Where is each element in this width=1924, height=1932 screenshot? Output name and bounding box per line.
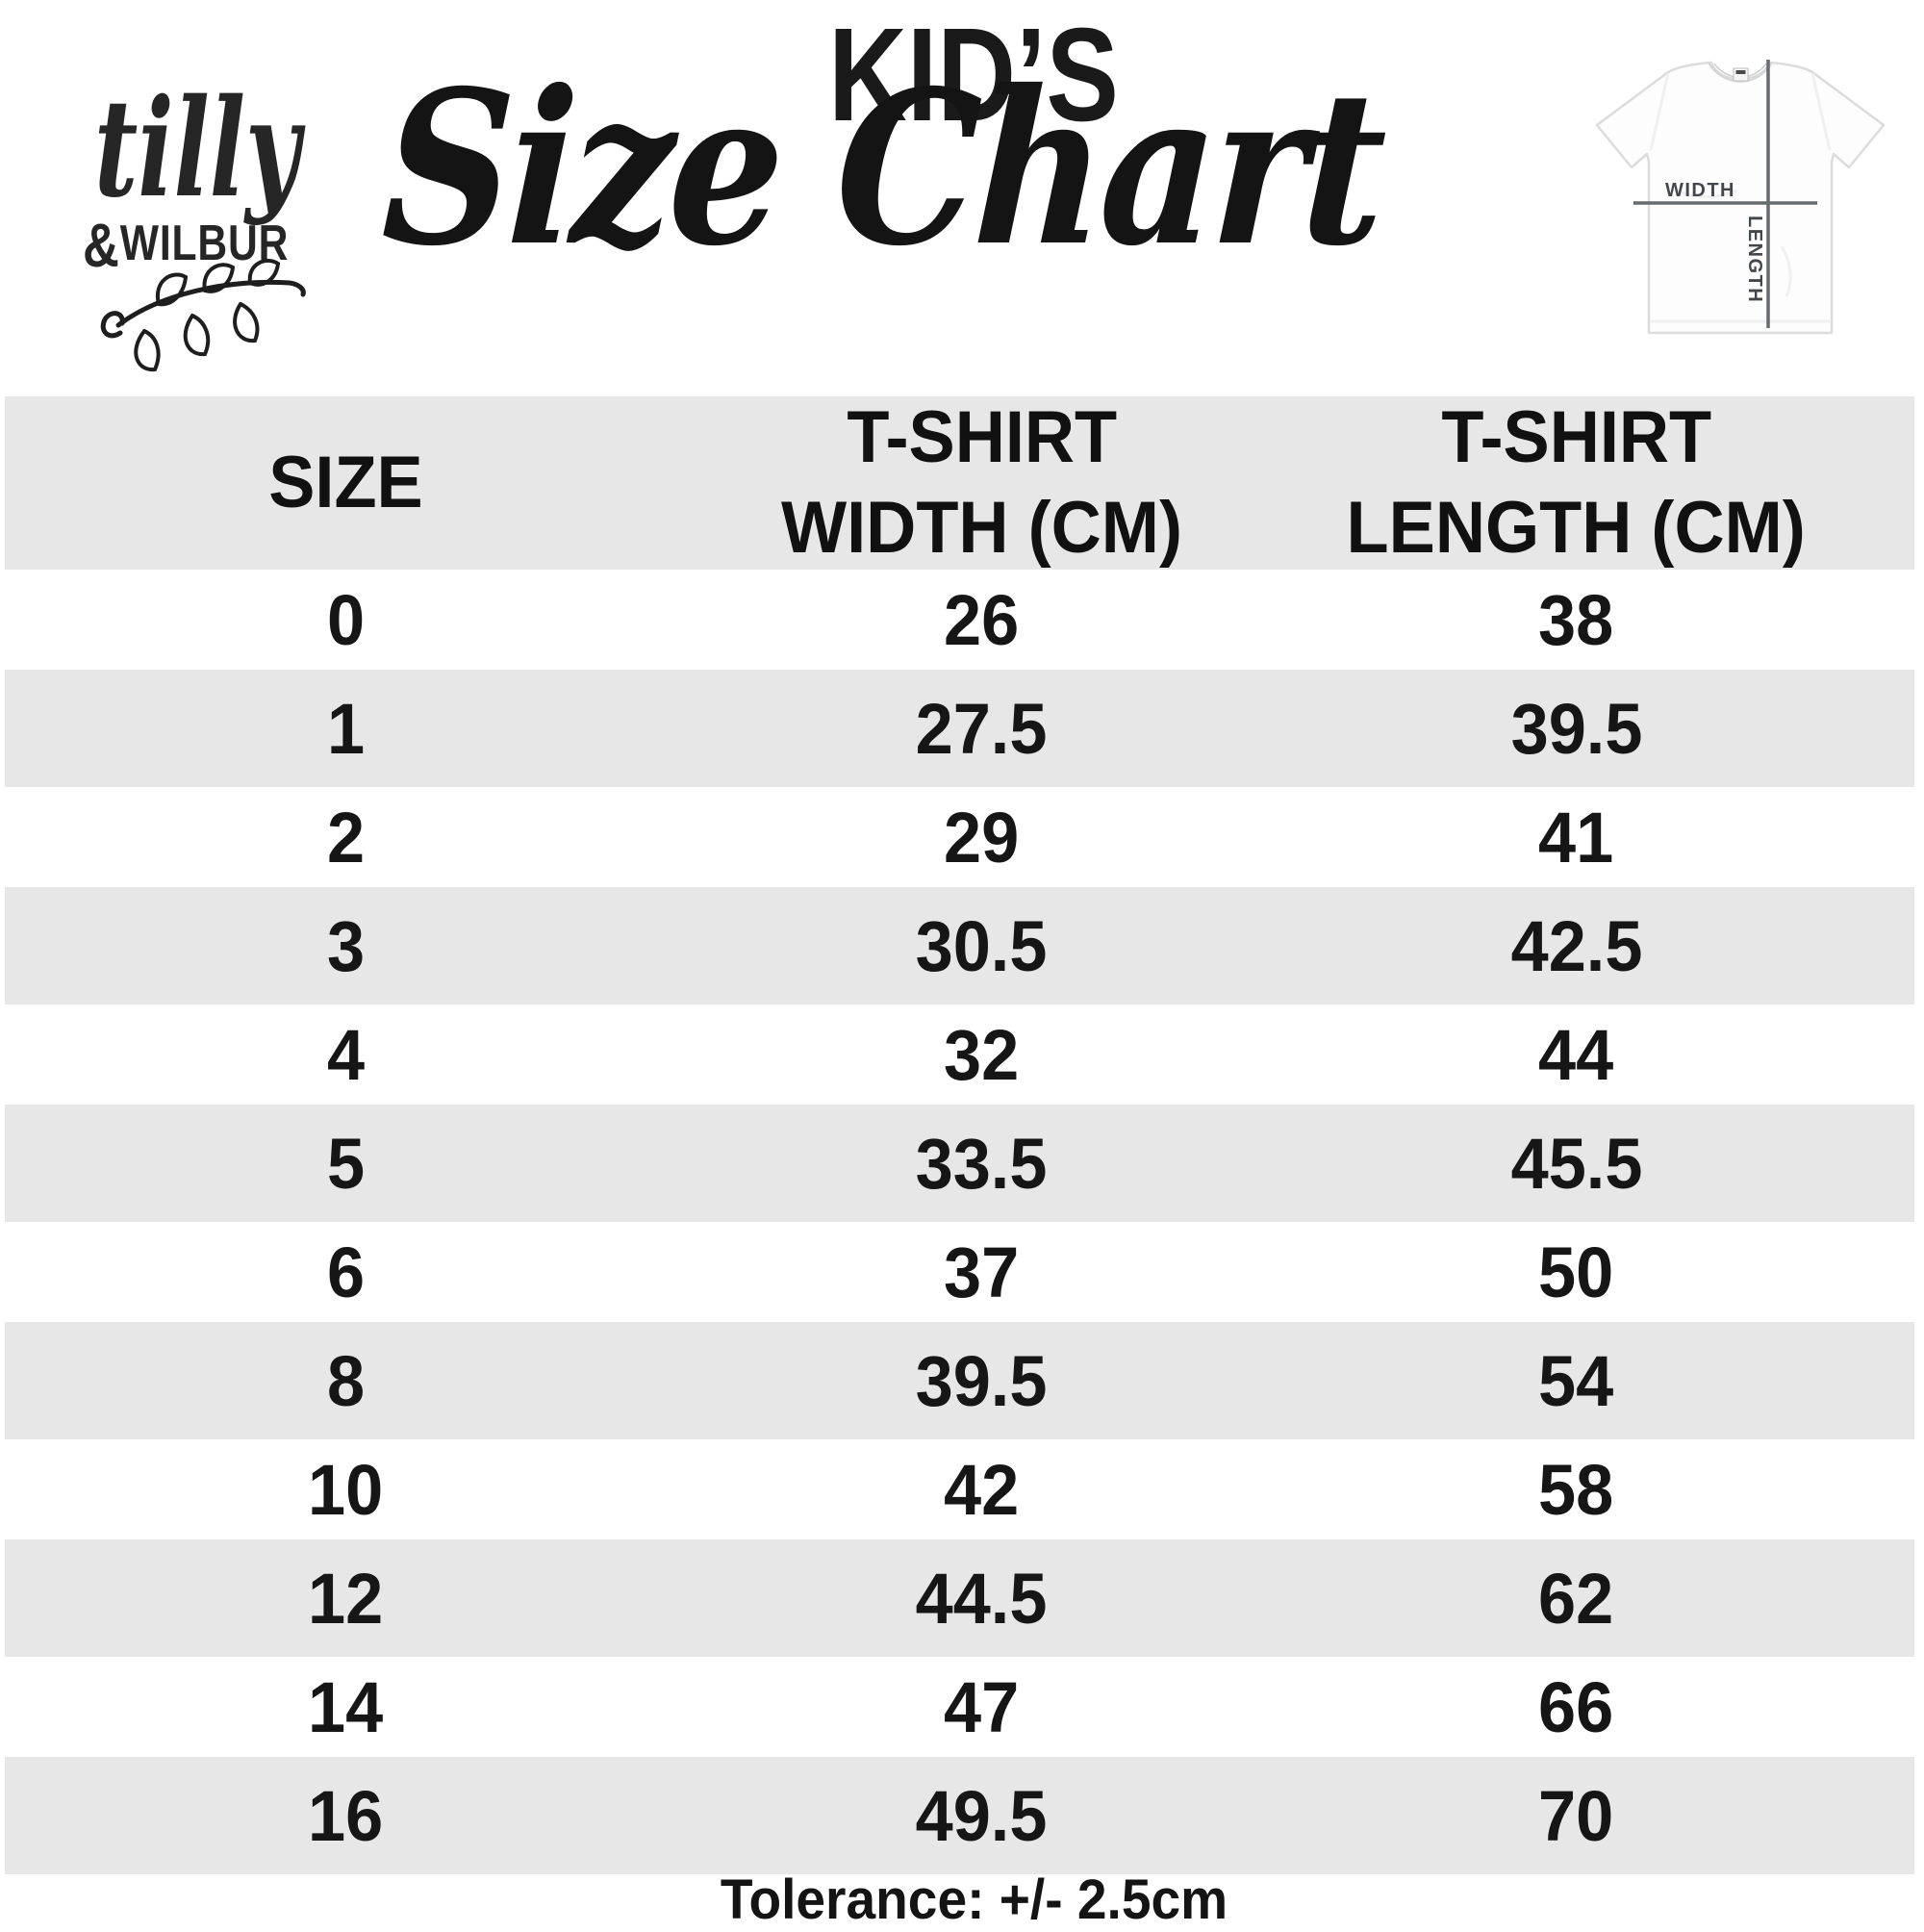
table-row: 4 32 44: [5, 1004, 1914, 1105]
size-cell: 6: [326, 1232, 365, 1312]
size-cell: 12: [308, 1558, 384, 1639]
width-cell: 30.5: [915, 905, 1048, 986]
size-cell: 16: [308, 1775, 384, 1856]
shirt-length-label: LENGTH: [1744, 216, 1765, 303]
width-cell: 26: [944, 579, 1020, 660]
length-cell: 39.5: [1510, 688, 1643, 769]
length-cell: 66: [1538, 1666, 1614, 1747]
size-cell: 1: [326, 688, 365, 769]
width-cell: 32: [944, 1014, 1020, 1095]
size-cell: 10: [308, 1449, 384, 1530]
size-cell: 3: [326, 905, 365, 986]
width-cell: 39.5: [915, 1340, 1048, 1421]
neck-label: [1733, 67, 1749, 82]
width-cell: 37: [944, 1232, 1020, 1312]
table-row: 0 26 38: [5, 570, 1914, 670]
length-cell: 58: [1538, 1449, 1614, 1530]
width-cell: 29: [944, 797, 1020, 877]
logo-script-text: tilly: [94, 91, 306, 228]
kids-heading: KID’S: [828, 1, 1119, 149]
table-row: 8 39.5 54: [5, 1322, 1914, 1439]
shirt-width-label: WIDTH: [1665, 180, 1735, 201]
width-cell: 27.5: [915, 688, 1048, 769]
col-header-length: T-SHIRT LENGTH (CM): [1347, 396, 1807, 569]
width-cell: 44.5: [915, 1558, 1048, 1639]
width-cell: 47: [944, 1666, 1020, 1747]
size-cell: 0: [326, 579, 365, 660]
width-cell: 42: [944, 1449, 1020, 1530]
table-row: 5 33.5 45.5: [5, 1105, 1914, 1222]
table-row: 6 37 50: [5, 1222, 1914, 1322]
tolerance-note: Tolerance: +/- 2.5cm: [720, 1868, 1228, 1931]
logo-script-graphic: tilly: [94, 91, 306, 228]
table-row: 12 44.5 62: [5, 1539, 1914, 1657]
width-cell: 49.5: [915, 1775, 1048, 1856]
length-cell: 50: [1538, 1232, 1614, 1312]
size-cell: 2: [326, 797, 365, 877]
length-cell: 70: [1538, 1775, 1614, 1856]
size-cell: 5: [326, 1123, 365, 1204]
ampersand: &: [83, 211, 120, 280]
width-cell: 33.5: [915, 1123, 1048, 1204]
length-cell: 44: [1538, 1014, 1614, 1095]
table-row: 3 30.5 42.5: [5, 887, 1914, 1004]
size-table: SIZE T-SHIRT WIDTH (CM) T-SHIRT LENGTH (…: [5, 396, 1914, 1874]
table-row: 14 47 66: [5, 1657, 1914, 1757]
table-row: 1 27.5 39.5: [5, 670, 1914, 787]
col-header-width: T-SHIRT WIDTH (CM): [780, 396, 1182, 569]
length-cell: 54: [1538, 1340, 1614, 1421]
table-row: 16 49.5 70: [5, 1757, 1914, 1874]
table-row: 2 29 41: [5, 787, 1914, 887]
length-cell: 38: [1538, 579, 1614, 660]
table-header-row: SIZE T-SHIRT WIDTH (CM) T-SHIRT LENGTH (…: [5, 396, 1914, 570]
table-row: 10 42 58: [5, 1439, 1914, 1539]
col-header-size: SIZE: [268, 442, 423, 523]
laurel-branch-icon: [100, 258, 306, 372]
tshirt-measurement-diagram: WIDTH LENGTH: [1595, 60, 1886, 335]
length-cell: 45.5: [1510, 1123, 1643, 1204]
size-cell: 4: [326, 1014, 365, 1095]
neck-label-print: [1735, 70, 1746, 74]
length-cell: 42.5: [1510, 905, 1643, 986]
length-cell: 62: [1538, 1558, 1614, 1639]
size-cell: 8: [326, 1340, 365, 1421]
fabric-folds: [1649, 72, 1832, 323]
length-cell: 41: [1538, 797, 1614, 877]
brand-logo: tilly &WILBUR: [63, 91, 332, 423]
size-chart-heading: Size Chart: [378, 43, 1387, 292]
size-cell: 14: [308, 1666, 384, 1747]
tshirt-body: [1595, 61, 1886, 335]
